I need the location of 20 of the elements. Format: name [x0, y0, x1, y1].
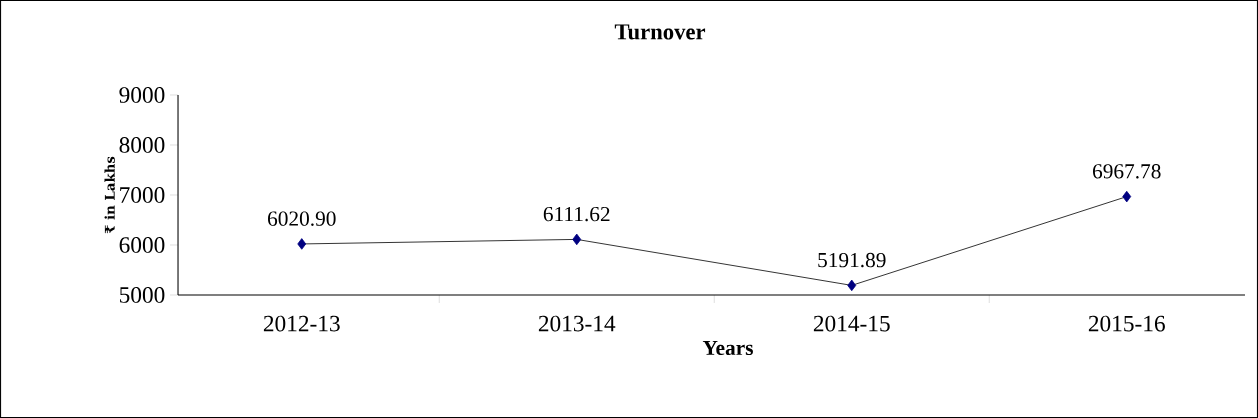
- point: [847, 279, 857, 292]
- data-label: 6020.90: [268, 211, 336, 226]
- point: [1122, 190, 1132, 203]
- data-label: 5191.89: [818, 252, 886, 268]
- x-tick-label: 2012-13: [263, 315, 340, 332]
- y-tick-label: 9000: [119, 87, 165, 103]
- point: [297, 238, 307, 250]
- x-tick-label: 2013-14: [538, 315, 616, 332]
- y-tick-label: 5000: [120, 287, 165, 303]
- y-tick-label: 7000: [120, 187, 165, 203]
- y-tick-label: 6000: [119, 237, 165, 253]
- data-label: 6967.78: [1093, 164, 1161, 179]
- x-axis-title: Years: [702, 340, 753, 356]
- data-label: 6111.62: [543, 206, 610, 222]
- y-axis-title: ₹ in Lakhs: [104, 156, 115, 234]
- chart-title: Turnover: [614, 24, 706, 40]
- x-tick-label: 2015-16: [1088, 315, 1165, 332]
- y-tick-label: 8000: [119, 137, 165, 153]
- point: [572, 233, 582, 246]
- x-tick-label: 2014-15: [813, 315, 890, 332]
